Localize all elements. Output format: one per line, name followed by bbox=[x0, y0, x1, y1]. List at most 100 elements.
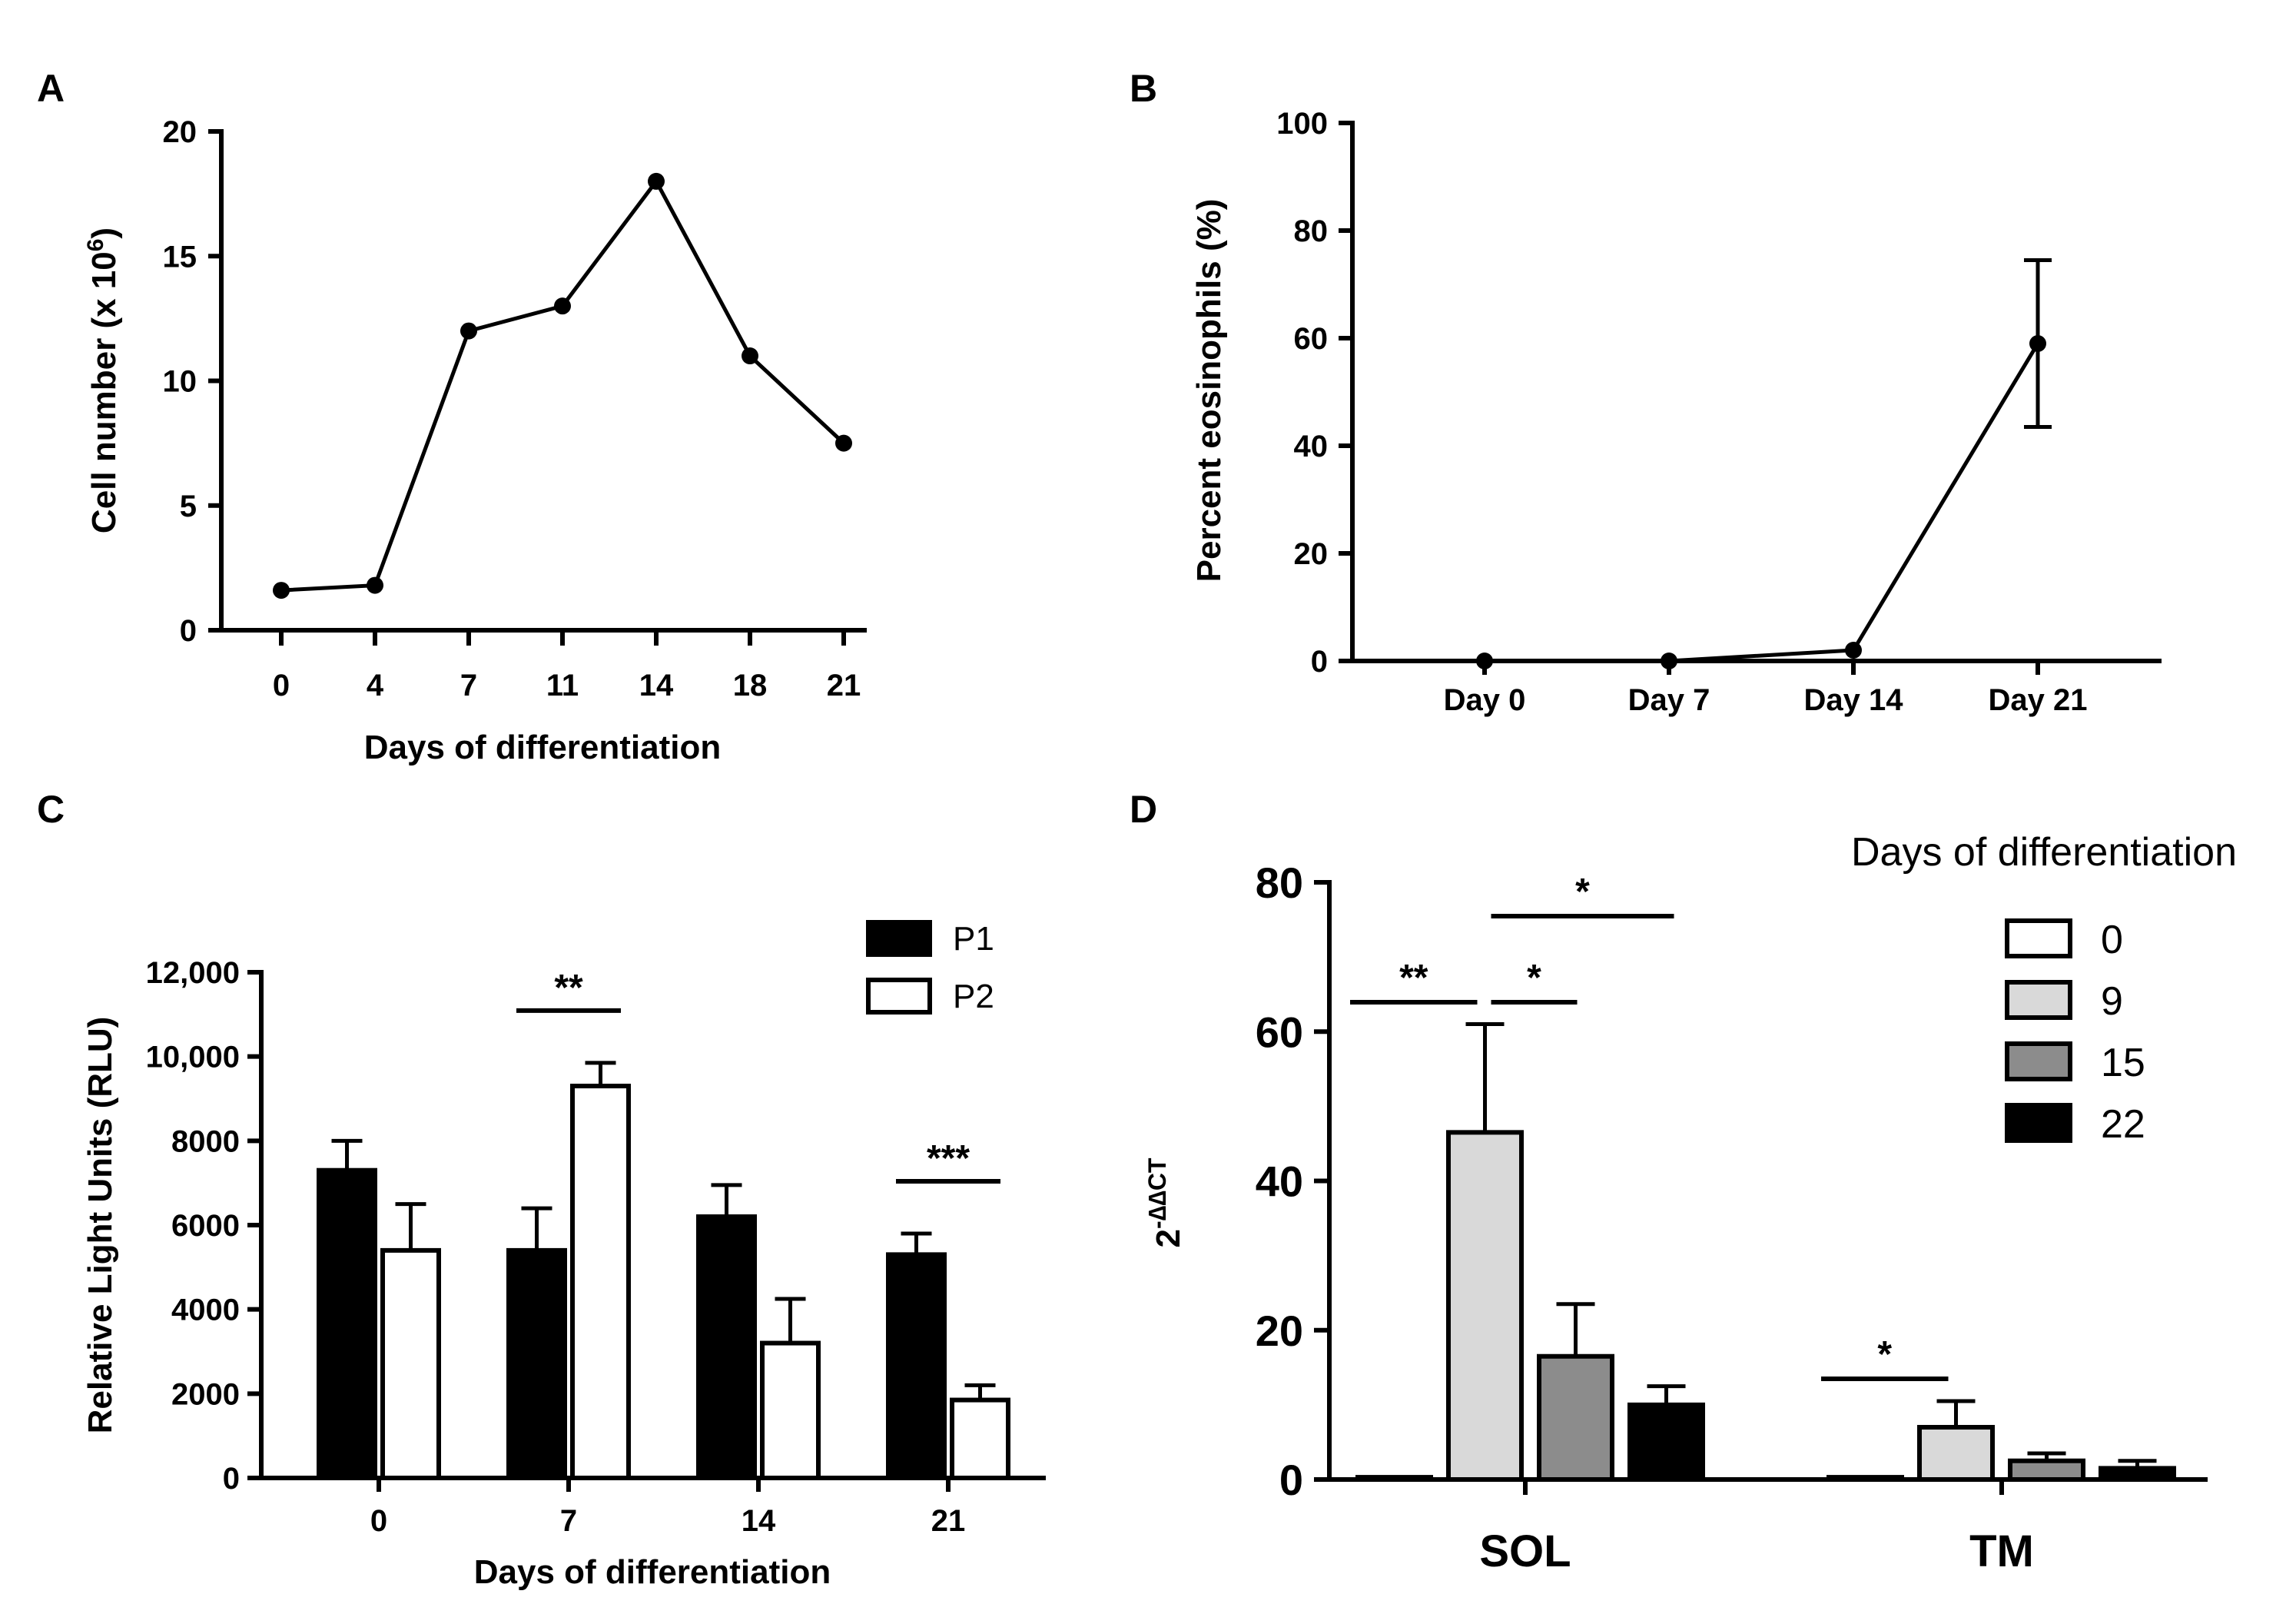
panel-c-y-tick-label: 8000 bbox=[171, 1124, 240, 1158]
panel-c-legend-swatch-p1 bbox=[866, 920, 932, 957]
panel-b-data-point bbox=[1476, 653, 1493, 669]
panel-c-bar-p1 bbox=[317, 1167, 377, 1480]
panel-a-x-tick-label: 11 bbox=[546, 669, 579, 702]
panel-b-y-tick-label: 80 bbox=[1294, 214, 1329, 248]
panel-c-letter: C bbox=[37, 788, 65, 831]
panel-c-y-tick-label: 6000 bbox=[171, 1209, 240, 1243]
panel-b-y-tick-label: 0 bbox=[1311, 645, 1328, 679]
panel-a-x-tick-label: 0 bbox=[273, 669, 290, 702]
panel-a-data-point bbox=[742, 347, 758, 365]
panel-a-y-tick-label: 15 bbox=[163, 240, 197, 274]
panel-d-y-tick-label: 80 bbox=[1256, 858, 1303, 907]
panel-b-y-tick-label: 60 bbox=[1294, 322, 1329, 356]
panel-c-bar-p1 bbox=[696, 1214, 757, 1480]
panel-c-x-tick-label: 14 bbox=[742, 1504, 776, 1538]
panel-d-y-tick-label: 40 bbox=[1256, 1157, 1303, 1206]
panel-b-y-axis-title: Percent eosinophils (%) bbox=[1190, 199, 1228, 583]
panel-c-x-tick-label: 0 bbox=[370, 1504, 387, 1538]
panel-a-series-line bbox=[280, 178, 845, 593]
panel-a-y-tick-label: 10 bbox=[163, 365, 197, 399]
panel-d-x-tick-label: TM bbox=[1969, 1526, 2034, 1576]
panel-a-x-tick-label: 21 bbox=[827, 669, 861, 702]
panel-c-y-tick-label: 4000 bbox=[171, 1294, 240, 1327]
panel-b-x-tick-label: Day 0 bbox=[1444, 683, 1526, 717]
panel-d-legend-label-day-9: 9 bbox=[2101, 979, 2123, 1024]
panel-b-y-tick-label: 40 bbox=[1294, 430, 1329, 463]
panel-c-y-axis-title: Relative Light Units (RLU) bbox=[81, 1017, 119, 1434]
panel-c-legend-label-p2: P2 bbox=[953, 978, 994, 1015]
panel-c-x-tick-label: 7 bbox=[560, 1504, 577, 1538]
panel-a-y-axis-title: Cell number (x 106) bbox=[83, 227, 123, 533]
panel-c-y-tick-label: 0 bbox=[223, 1462, 240, 1496]
panel-c-bar-p2 bbox=[380, 1247, 441, 1481]
panel-a-y-tick-label: 0 bbox=[180, 614, 197, 648]
panel-d-legend-swatch-day-22 bbox=[2005, 1103, 2072, 1143]
panel-d-significance-label: * bbox=[1575, 872, 1590, 912]
panel-d-y-axis-title: 2-∆∆CT bbox=[1143, 1157, 1187, 1247]
panel-d-bar-day-15 bbox=[2008, 1458, 2085, 1482]
panel-d-bar-day-9 bbox=[1917, 1425, 1995, 1482]
panel-a-y-tick-label: 5 bbox=[180, 490, 197, 523]
panel-d-legend-swatch-day-15 bbox=[2005, 1041, 2072, 1081]
panel-d-significance-label: * bbox=[1877, 1334, 1892, 1375]
panel-c-x-tick-label: 21 bbox=[931, 1504, 966, 1538]
panel-c-y-tick-label: 2000 bbox=[171, 1377, 240, 1411]
panel-d-significance-label: ** bbox=[1399, 958, 1428, 998]
panel-c-x-axis-title: Days of differentiation bbox=[474, 1553, 831, 1591]
panel-d-x-tick-label: SOL bbox=[1479, 1526, 1571, 1576]
panel-a-data-point bbox=[460, 322, 477, 340]
panel-b-series-line bbox=[1485, 342, 2040, 663]
panel-b-x-tick-label: Day 21 bbox=[1989, 683, 2088, 717]
panel-d-legend-title: Days of differentiation bbox=[1851, 830, 2237, 875]
panel-c-bar-p2 bbox=[950, 1397, 1010, 1481]
panel-d-bar-day-15 bbox=[1537, 1353, 1614, 1483]
panel-d-significance-label: * bbox=[1527, 958, 1541, 998]
panel-a-x-axis-title: Days of differentiation bbox=[364, 729, 722, 766]
panel-c-y-tick-label: 12,000 bbox=[146, 956, 240, 990]
panel-d-bar-day-9 bbox=[1446, 1130, 1524, 1483]
panel-b-x-tick-label: Day 14 bbox=[1804, 683, 1904, 717]
panel-a-data-point bbox=[648, 172, 665, 190]
panel-b-chart: 0 20 40 60 80 100 Day 0 Day 7 Day 14 Day 21 Perc… bbox=[1190, 107, 2162, 717]
panel-b-data-point bbox=[1661, 653, 1677, 669]
panel-a-x-tick-label: 7 bbox=[460, 669, 477, 702]
panel-b-data-point bbox=[1845, 642, 1862, 659]
panel-c-bar-p1 bbox=[506, 1247, 567, 1481]
panel-c-y-tick-label: 10,000 bbox=[146, 1041, 240, 1074]
panel-c-legend-swatch-p2 bbox=[866, 978, 932, 1015]
panel-c-bar-p1 bbox=[886, 1252, 947, 1480]
panel-d-y-tick-label: 0 bbox=[1279, 1456, 1303, 1504]
panel-a-x-tick-label: 14 bbox=[639, 669, 674, 702]
panel-d-legend-label-day-15: 15 bbox=[2101, 1041, 2145, 1085]
panel-a-data-point bbox=[554, 297, 571, 315]
panel-d-y-tick-label: 60 bbox=[1256, 1008, 1303, 1056]
panel-b-data-point bbox=[2029, 335, 2046, 352]
panel-a-x-tick-label: 4 bbox=[367, 669, 384, 702]
panel-b-y-tick-label: 20 bbox=[1294, 537, 1329, 571]
panel-c-bar-p2 bbox=[570, 1084, 631, 1481]
panel-c-significance-label: ** bbox=[554, 968, 583, 1008]
panel-a-x-tick-label: 18 bbox=[733, 669, 768, 702]
panel-b-y-tick-label: 100 bbox=[1276, 107, 1328, 141]
panel-a-y-tick-label: 20 bbox=[163, 115, 197, 149]
panel-a-chart: 0 5 10 15 20 0 4 7 11 14 18 21 Days of differentia… bbox=[83, 115, 867, 766]
panel-a-letter: A bbox=[37, 67, 65, 110]
panel-c-bar-p2 bbox=[760, 1340, 821, 1480]
panel-d-legend-swatch-day-0 bbox=[2005, 918, 2072, 958]
panel-b-x-tick-label: Day 7 bbox=[1628, 683, 1710, 717]
panel-a-data-point bbox=[273, 582, 290, 599]
panel-a-data-point bbox=[367, 576, 383, 594]
panel-c-significance-label: *** bbox=[927, 1138, 970, 1179]
panel-a-data-point bbox=[835, 434, 852, 452]
panel-b-letter: B bbox=[1130, 67, 1157, 110]
panel-d-bar-day-22 bbox=[1627, 1402, 1705, 1482]
panel-d-y-tick-label: 20 bbox=[1256, 1307, 1303, 1355]
panel-c-legend-label-p1: P1 bbox=[953, 920, 994, 958]
panel-d-legend-label-day-0: 0 bbox=[2101, 918, 2123, 962]
panel-d-legend-swatch-day-9 bbox=[2005, 980, 2072, 1020]
panel-d-legend-label-day-22: 22 bbox=[2101, 1102, 2145, 1147]
panel-d-letter: D bbox=[1130, 788, 1157, 831]
